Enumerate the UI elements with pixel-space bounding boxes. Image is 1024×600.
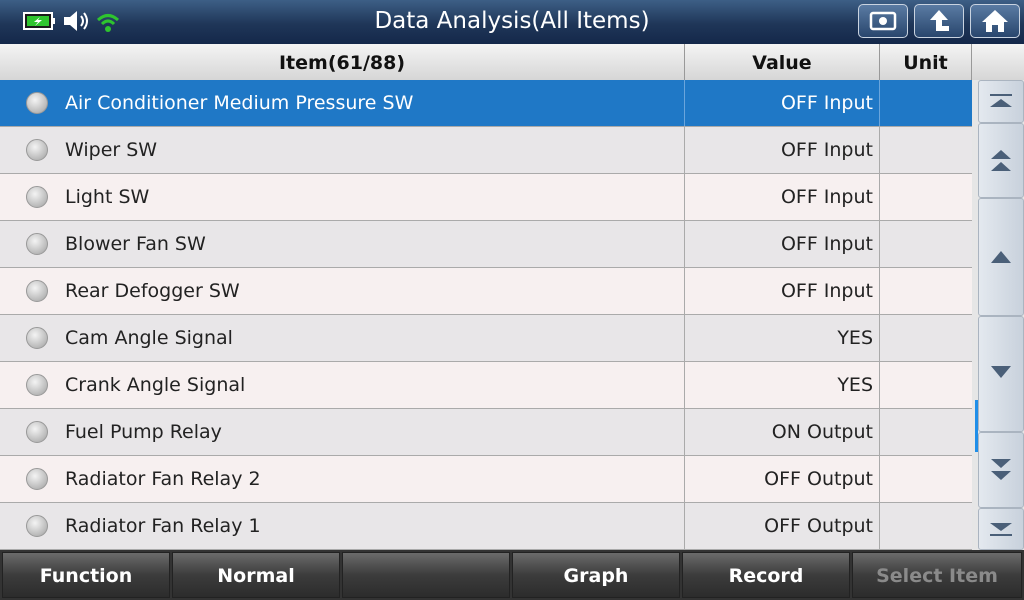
title: Data Analysis(All Items) [374,8,650,34]
column-divider [879,503,880,549]
item-value: ON Output [771,421,873,443]
home-button[interactable] [970,4,1020,38]
row-icon [26,374,48,396]
column-divider [684,174,685,220]
toolbar-button: Select Item [852,552,1022,598]
column-divider [879,80,880,126]
scroll-bottom-button[interactable] [978,508,1024,550]
item-value: OFF Input [780,92,873,114]
item-name: Crank Angle Signal [65,374,246,396]
item-value: OFF Input [780,280,873,302]
column-divider [879,456,880,502]
toolbar-button[interactable]: Record [682,552,850,598]
column-divider [684,503,685,549]
column-divider [684,315,685,361]
column-divider [684,127,685,173]
table-row[interactable]: Air Conditioner Medium Pressure SW OFF In… [0,80,972,127]
item-name: Fuel Pump Relay [65,421,222,443]
table-row[interactable]: Rear Defogger SW OFF Input [0,268,972,315]
scrollbar [972,80,1024,550]
column-divider [684,221,685,267]
column-divider [879,221,880,267]
scroll-top-button[interactable] [978,80,1024,123]
row-icon [26,233,48,255]
scroll-up-button[interactable] [978,198,1024,316]
table-header: Item(61/88) Value Unit [0,44,1024,81]
column-divider [879,315,880,361]
table-row[interactable]: Wiper SW OFF Input [0,127,972,174]
item-value: YES [837,374,873,396]
item-value: OFF Input [780,186,873,208]
item-name: Rear Defogger SW [65,280,240,302]
column-header: Item(61/88) [0,44,685,80]
screenshot-button[interactable] [858,4,908,38]
column-divider [684,362,685,408]
table-row[interactable]: Light SW OFF Input [0,174,972,221]
column-divider [879,268,880,314]
toolbar: Function Normal Graph Record Select Item [0,550,1024,600]
row-icon [26,327,48,349]
item-name: Air Conditioner Medium Pressure SW [65,92,414,114]
toolbar-button[interactable]: Normal [172,552,340,598]
item-name: Radiator Fan Relay 1 [65,515,261,537]
table-row[interactable]: Radiator Fan Relay 2 OFF Output [0,456,972,503]
row-icon [26,468,48,490]
row-icon [26,139,48,161]
column-divider [684,456,685,502]
status-icons [23,11,120,32]
item-value: YES [837,327,873,349]
column-divider [684,80,685,126]
table-row[interactable]: Fuel Pump Relay ON Output [0,409,972,456]
row-icon [26,186,48,208]
back-button[interactable] [914,4,964,38]
column-divider [684,268,685,314]
toolbar-button[interactable]: Graph [512,552,680,598]
column-divider [879,362,880,408]
item-value: OFF Input [780,139,873,161]
scroll-down-button[interactable] [978,316,1024,432]
table-row[interactable]: Cam Angle Signal YES [0,315,972,362]
table-row[interactable]: Radiator Fan Relay 1 OFF Output [0,503,972,550]
item-value: OFF Output [764,515,873,537]
toolbar-button[interactable]: Function [2,552,170,598]
column-header: Value [685,44,880,80]
row-icon [26,92,48,114]
item-name: Light SW [65,186,150,208]
page-down-button[interactable] [978,432,1024,508]
row-icon [26,515,48,537]
item-name: Cam Angle Signal [65,327,233,349]
toolbar-button[interactable] [342,552,510,598]
column-divider [684,409,685,455]
column-divider [879,409,880,455]
item-name: Blower Fan SW [65,233,206,255]
table-row[interactable]: Blower Fan SW OFF Input [0,221,972,268]
item-name: Wiper SW [65,139,158,161]
page-up-button[interactable] [978,123,1024,198]
column-divider [879,127,880,173]
row-icon [26,280,48,302]
item-value: OFF Input [780,233,873,255]
item-value: OFF Output [764,468,873,490]
column-header: Unit [880,44,972,80]
item-name: Radiator Fan Relay 2 [65,468,261,490]
table-row[interactable]: Crank Angle Signal YES [0,362,972,409]
top-bar: Data Analysis(All Items) [0,0,1024,45]
column-divider [879,174,880,220]
row-icon [26,421,48,443]
